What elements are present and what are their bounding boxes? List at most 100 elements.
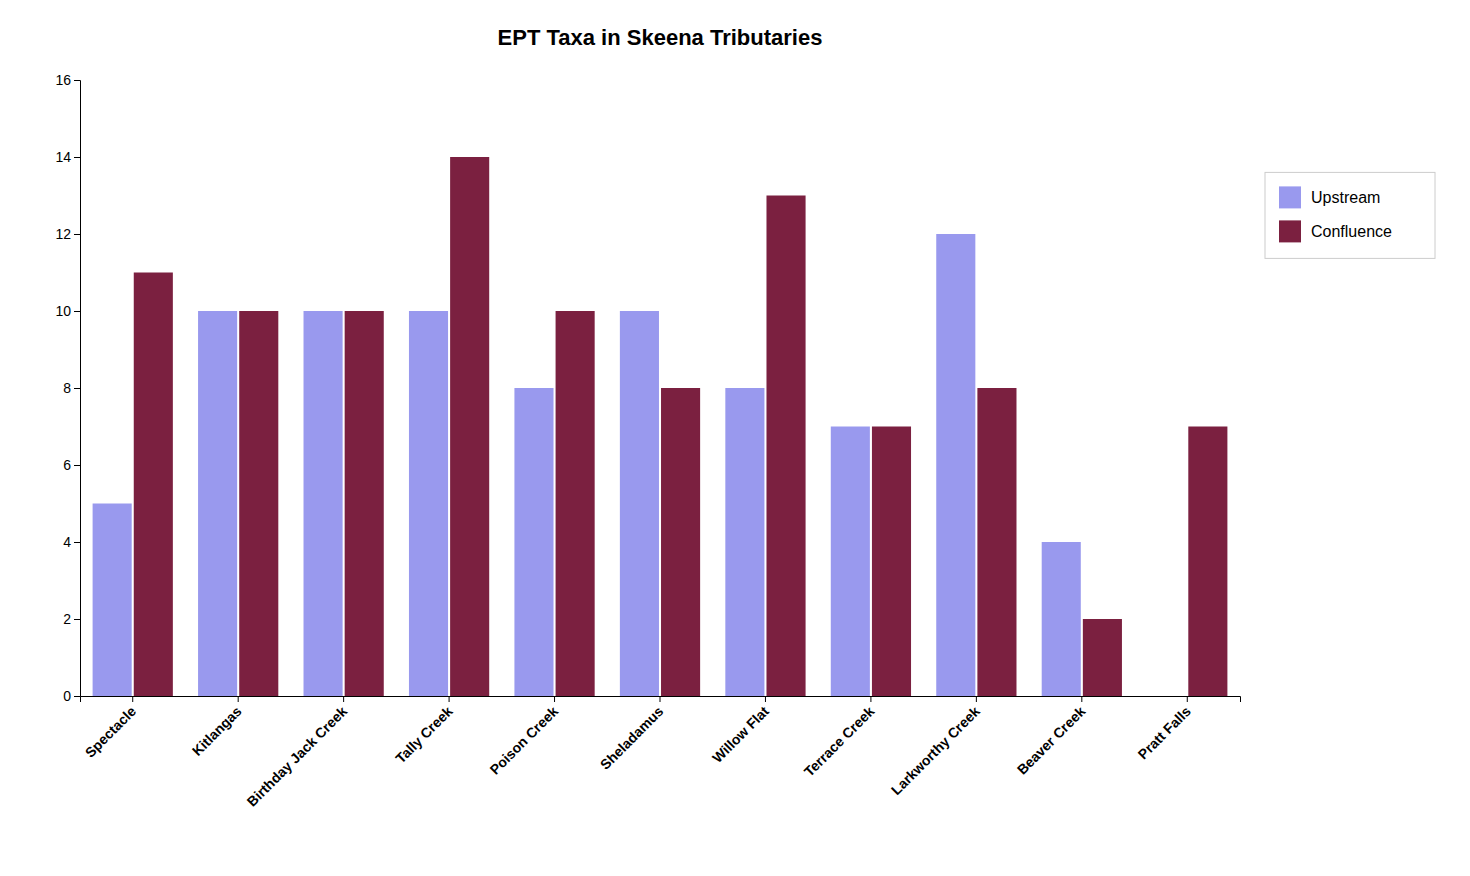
- tick-mark: [870, 696, 871, 702]
- tick-mark: [74, 234, 80, 235]
- x-tick: Birthday Jack Creek: [244, 696, 351, 810]
- legend: Upstream Confluence: [1265, 172, 1435, 258]
- tick-mark: [74, 619, 80, 620]
- x-axis: Spectacle KitlangasBirthday Jack Creek Tal…: [81, 696, 1241, 810]
- bar: [239, 311, 278, 696]
- tick-label: 2: [63, 611, 71, 627]
- bar: [134, 273, 173, 697]
- x-tick: Terrace Creek: [801, 696, 878, 780]
- bar: [1147, 696, 1186, 697]
- bar: [409, 311, 448, 696]
- tick-mark: [74, 542, 80, 543]
- tick-label: Terrace Creek: [801, 703, 878, 780]
- bars: [93, 157, 1228, 696]
- bar: [936, 234, 975, 696]
- bar: [766, 196, 805, 697]
- y-tick: 8: [63, 380, 80, 396]
- legend-label: Confluence: [1311, 223, 1392, 240]
- tick-label: 12: [55, 226, 71, 242]
- tick-mark: [765, 696, 766, 702]
- tick-mark: [238, 696, 239, 702]
- x-tick: Willow Flat: [709, 696, 772, 766]
- tick-mark: [976, 696, 977, 702]
- tick-mark: [343, 696, 344, 702]
- tick-mark: [449, 696, 450, 702]
- tick-label: 16: [55, 72, 71, 88]
- tick-label: 10: [55, 303, 71, 319]
- bar: [345, 311, 384, 696]
- bar: [872, 427, 911, 697]
- tick-label: 4: [63, 534, 71, 550]
- axis-line: [81, 697, 1241, 703]
- legend-frame: [1265, 172, 1435, 258]
- x-tick: Beaver Creek: [1014, 696, 1089, 778]
- legend-swatch: [1279, 186, 1301, 208]
- tick-mark: [1187, 696, 1188, 702]
- bar: [514, 388, 553, 696]
- chart-svg: 0 2 4 6 8 10 12 14 16 Spectacle KitlangasBirthday …: [0, 0, 1470, 876]
- x-tick: Poison Creek: [486, 696, 561, 778]
- tick-label: Beaver Creek: [1014, 703, 1089, 778]
- bar: [450, 157, 489, 696]
- legend-item: Upstream: [1279, 186, 1380, 208]
- y-tick: 12: [55, 226, 80, 242]
- y-tick: 10: [55, 303, 80, 319]
- tick-label: 8: [63, 380, 71, 396]
- tick-label: Spectacle: [82, 703, 140, 761]
- title: EPT Taxa in Skeena Tributaries: [498, 25, 823, 50]
- y-tick: 0: [63, 688, 80, 704]
- x-tick: Kitlangas: [189, 696, 245, 759]
- tick-mark: [660, 696, 661, 702]
- bar: [620, 311, 659, 696]
- y-tick: 14: [55, 149, 80, 165]
- tick-mark: [74, 157, 80, 158]
- bar: [304, 311, 343, 696]
- x-tick: Larkworthy Creek: [888, 696, 983, 798]
- tick-label: Kitlangas: [189, 703, 245, 759]
- tick-mark: [554, 696, 555, 702]
- tick-label: 0: [63, 688, 71, 704]
- legend-item: Confluence: [1279, 220, 1392, 242]
- tick-mark: [74, 465, 80, 466]
- tick-label: Larkworthy Creek: [888, 703, 983, 798]
- bar: [831, 427, 870, 697]
- bar: [556, 311, 595, 696]
- bar: [1188, 427, 1227, 697]
- tick-mark: [132, 696, 133, 702]
- tick-label: Poison Creek: [486, 703, 561, 778]
- tick-label: Willow Flat: [709, 703, 772, 766]
- y-tick: 6: [63, 457, 80, 473]
- plot-area: 0 2 4 6 8 10 12 14 16 Spectacle KitlangasBirthday …: [55, 72, 1240, 810]
- bar: [198, 311, 237, 696]
- y-axis: 0 2 4 6 8 10 12 14 16: [55, 72, 80, 704]
- y-tick: 16: [55, 72, 80, 88]
- tick-label: Tally Creek: [392, 703, 456, 767]
- bar: [977, 388, 1016, 696]
- bar: [725, 388, 764, 696]
- tick-label: Birthday Jack Creek: [244, 703, 351, 810]
- legend-label: Upstream: [1311, 189, 1380, 206]
- tick-mark: [1081, 696, 1082, 702]
- tick-label: Pratt Falls: [1135, 703, 1194, 762]
- tick-mark: [74, 696, 80, 697]
- y-tick: 4: [63, 534, 80, 550]
- bar: [661, 388, 700, 696]
- bar-series: [134, 157, 1228, 696]
- bar: [1042, 542, 1081, 696]
- y-tick: 2: [63, 611, 80, 627]
- bar: [1083, 619, 1122, 696]
- legend-swatch: [1279, 220, 1301, 242]
- x-tick: Tally Creek: [392, 696, 456, 766]
- x-tick: Sheladamus: [597, 696, 667, 773]
- tick-label: 6: [63, 457, 71, 473]
- tick-label: 14: [55, 149, 71, 165]
- tick-label: Sheladamus: [597, 703, 667, 773]
- x-tick: Spectacle: [82, 696, 140, 761]
- tick-mark: [74, 388, 80, 389]
- bar: [93, 504, 132, 697]
- bar-series: [93, 234, 1081, 696]
- tick-mark: [74, 311, 80, 312]
- chart-container: 0 2 4 6 8 10 12 14 16 Spectacle KitlangasBirthday …: [0, 0, 1470, 876]
- axis-line: [74, 81, 81, 697]
- tick-mark: [74, 80, 80, 81]
